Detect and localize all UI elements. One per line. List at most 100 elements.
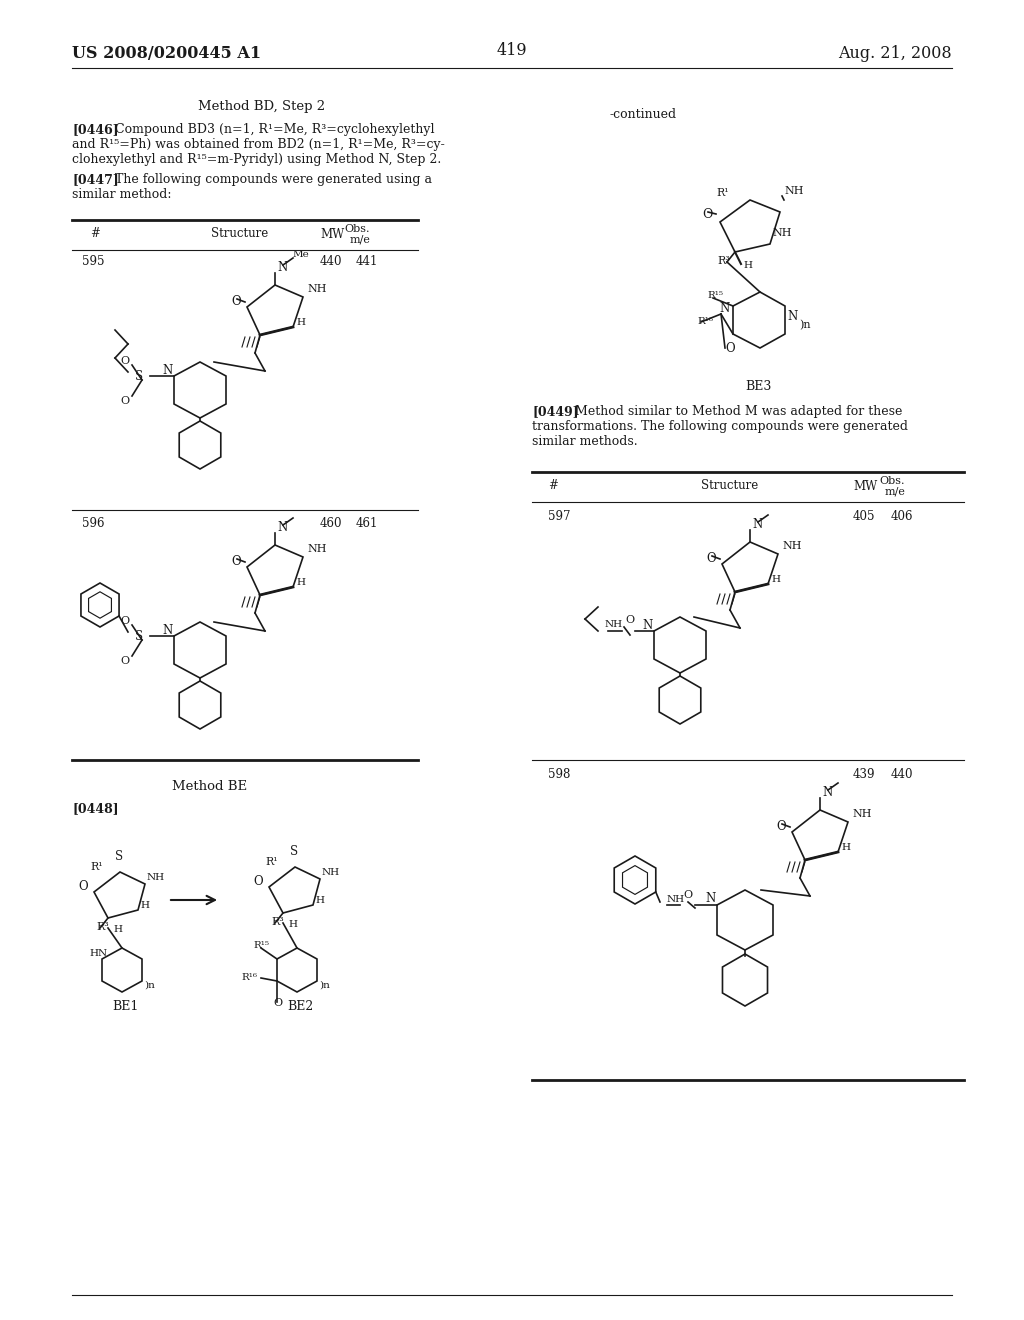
- Text: S: S: [290, 845, 298, 858]
- Text: 405: 405: [853, 510, 874, 523]
- Text: N: N: [822, 785, 833, 799]
- Text: [0447]: [0447]: [72, 173, 119, 186]
- Text: m/e: m/e: [884, 486, 905, 496]
- Text: N: N: [278, 521, 288, 535]
- Text: O: O: [706, 552, 716, 565]
- Text: BE3: BE3: [745, 380, 771, 393]
- Text: S: S: [135, 370, 143, 383]
- Text: 597: 597: [548, 510, 570, 523]
- Text: H: H: [841, 843, 850, 851]
- Text: 419: 419: [497, 42, 527, 59]
- Text: Method BE: Method BE: [172, 780, 248, 793]
- Text: O: O: [253, 875, 262, 888]
- Text: similar method:: similar method:: [72, 187, 171, 201]
- Text: 440: 440: [891, 768, 913, 781]
- Text: N: N: [752, 517, 762, 531]
- Text: H: H: [113, 925, 122, 935]
- Text: H: H: [315, 896, 324, 906]
- Text: H: H: [771, 576, 780, 583]
- Text: O: O: [78, 880, 88, 894]
- Text: H: H: [743, 261, 752, 271]
- Text: Obs.: Obs.: [880, 477, 905, 486]
- Text: #: #: [90, 227, 100, 240]
- Text: Compound BD3 (n=1, R¹=Me, R³=cyclohexylethyl: Compound BD3 (n=1, R¹=Me, R³=cyclohexyle…: [115, 123, 434, 136]
- Text: Aug. 21, 2008: Aug. 21, 2008: [839, 45, 952, 62]
- Text: -continued: -continued: [610, 108, 677, 121]
- Text: R¹⁵: R¹⁵: [707, 290, 723, 300]
- Text: O: O: [273, 998, 283, 1008]
- Text: N: N: [705, 892, 715, 906]
- Text: [0448]: [0448]: [72, 803, 119, 814]
- Text: H: H: [288, 920, 297, 929]
- Text: Method BD, Step 2: Method BD, Step 2: [199, 100, 326, 114]
- Text: 460: 460: [319, 517, 342, 531]
- Text: NH: NH: [852, 809, 871, 818]
- Text: H: H: [296, 578, 305, 587]
- Text: BE2: BE2: [287, 1001, 313, 1012]
- Text: R³: R³: [271, 917, 284, 927]
- Text: N: N: [278, 261, 288, 275]
- Text: 440: 440: [319, 255, 342, 268]
- Text: O: O: [120, 356, 129, 366]
- Text: N: N: [642, 619, 652, 632]
- Text: Obs.: Obs.: [344, 224, 370, 234]
- Text: NH: NH: [322, 869, 340, 876]
- Text: O: O: [231, 294, 241, 308]
- Text: Structure: Structure: [701, 479, 759, 492]
- Text: 596: 596: [82, 517, 104, 531]
- Text: US 2008/0200445 A1: US 2008/0200445 A1: [72, 45, 261, 62]
- Text: 595: 595: [82, 255, 104, 268]
- Text: clohexylethyl and R¹⁵=m-Pyridyl) using Method N, Step 2.: clohexylethyl and R¹⁵=m-Pyridyl) using M…: [72, 153, 441, 166]
- Text: O: O: [120, 396, 129, 407]
- Text: m/e: m/e: [349, 234, 370, 244]
- Text: Me: Me: [293, 249, 309, 259]
- Text: NH: NH: [147, 873, 165, 882]
- Text: )n: )n: [799, 319, 811, 330]
- Text: MW: MW: [854, 480, 878, 492]
- Text: R³: R³: [717, 256, 730, 267]
- Text: 406: 406: [891, 510, 913, 523]
- Text: O: O: [231, 554, 241, 568]
- Text: R¹: R¹: [716, 187, 729, 198]
- Text: R¹⁶: R¹⁶: [697, 317, 713, 326]
- Text: O: O: [683, 890, 692, 900]
- Text: S: S: [135, 630, 143, 643]
- Text: O: O: [702, 209, 713, 220]
- Text: R¹⁶: R¹⁶: [241, 973, 257, 982]
- Text: #: #: [548, 479, 558, 492]
- Text: The following compounds were generated using a: The following compounds were generated u…: [115, 173, 432, 186]
- Text: Method similar to Method M was adapted for these: Method similar to Method M was adapted f…: [575, 405, 902, 418]
- Text: O: O: [120, 616, 129, 626]
- Text: NH: NH: [605, 620, 624, 630]
- Text: R¹: R¹: [265, 857, 278, 867]
- Text: N: N: [162, 624, 172, 638]
- Text: S: S: [115, 850, 123, 863]
- Text: BE1: BE1: [112, 1001, 138, 1012]
- Text: R¹: R¹: [90, 862, 102, 873]
- Text: )n: )n: [144, 981, 155, 990]
- Text: NH: NH: [772, 228, 792, 238]
- Text: O: O: [776, 820, 785, 833]
- Text: 598: 598: [548, 768, 570, 781]
- Text: N: N: [719, 302, 729, 315]
- Text: transformations. The following compounds were generated: transformations. The following compounds…: [532, 420, 908, 433]
- Text: MW: MW: [321, 228, 345, 242]
- Text: NH: NH: [667, 895, 685, 904]
- Text: NH: NH: [307, 544, 327, 554]
- Text: H: H: [140, 902, 150, 909]
- Text: NH: NH: [307, 284, 327, 294]
- Text: [0446]: [0446]: [72, 123, 119, 136]
- Text: R³: R³: [96, 921, 109, 932]
- Text: NH: NH: [784, 186, 804, 195]
- Text: Structure: Structure: [211, 227, 268, 240]
- Text: O: O: [725, 342, 734, 355]
- Text: )n: )n: [319, 981, 330, 990]
- Text: N: N: [162, 364, 172, 378]
- Text: H: H: [296, 318, 305, 327]
- Text: N: N: [787, 310, 798, 323]
- Text: similar methods.: similar methods.: [532, 436, 638, 447]
- Text: NH: NH: [782, 541, 802, 550]
- Text: 439: 439: [853, 768, 874, 781]
- Text: and R¹⁵=Ph) was obtained from BD2 (n=1, R¹=Me, R³=cy-: and R¹⁵=Ph) was obtained from BD2 (n=1, …: [72, 139, 444, 150]
- Text: 461: 461: [355, 517, 378, 531]
